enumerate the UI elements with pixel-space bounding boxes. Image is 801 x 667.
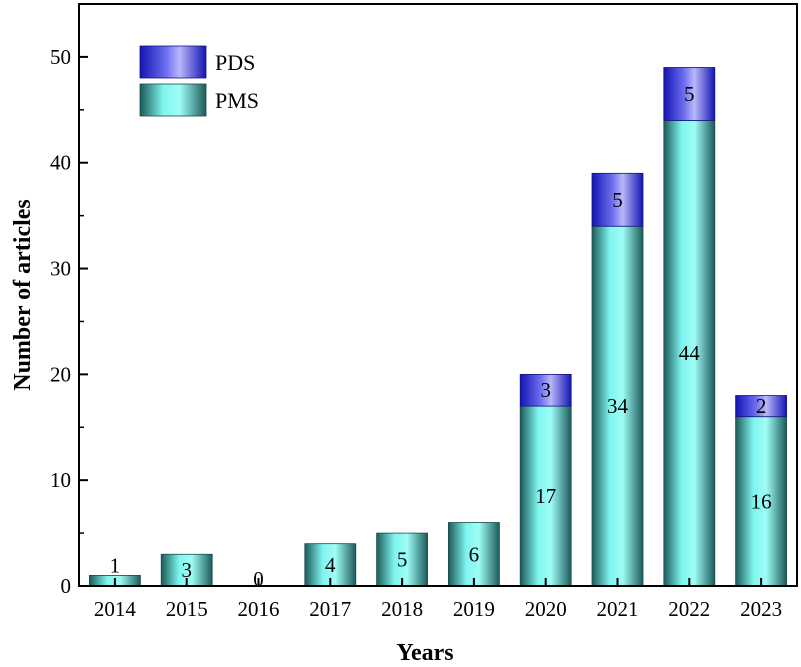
bar-label-pds-2022: 5 — [684, 82, 695, 106]
plot-frame — [78, 3, 798, 587]
x-axis: 2014 2015 2016 2017 2018 2019 2020 2021 2022 2023 — [94, 578, 782, 621]
bar-label-pms-2017: 4 — [325, 553, 336, 577]
x-tick-label-2019: 2019 — [453, 597, 495, 621]
x-axis-title: Years — [396, 640, 453, 666]
bar-label-pms-2014: 1 — [110, 553, 121, 577]
bar-label-pms-2015: 3 — [181, 558, 192, 582]
x-tick-label-2015: 2015 — [166, 597, 208, 621]
bar-label-pds-2020: 3 — [540, 378, 551, 402]
bar-label-pms-2023: 16 — [751, 489, 772, 513]
y-tick-label-0: 0 — [61, 574, 72, 598]
legend-swatch-pms — [139, 83, 207, 117]
bar-label-pms-2018: 5 — [397, 548, 408, 572]
bar-label-pms-2020: 17 — [535, 484, 556, 508]
x-tick-label-2021: 2021 — [597, 597, 639, 621]
bar-pms-2022 — [663, 120, 716, 587]
bars-group — [89, 67, 787, 587]
y-axis-title: Number of articles — [10, 199, 36, 391]
y-tick-label-10: 10 — [50, 468, 71, 492]
bar-pms-2018 — [376, 532, 428, 587]
x-tick-label-2022: 2022 — [668, 597, 710, 621]
bar-pds-2021 — [591, 172, 644, 227]
x-tick-label-2014: 2014 — [94, 597, 137, 621]
bar-pms-2021 — [591, 225, 644, 587]
bar-labels-group: 130456173345445162 — [110, 82, 772, 591]
x-tick-label-2023: 2023 — [740, 597, 782, 621]
bar-label-pms-2019: 6 — [469, 542, 480, 566]
bar-pms-2019 — [448, 522, 500, 587]
x-tick-label-2016: 2016 — [238, 597, 280, 621]
bar-pms-2023 — [735, 416, 787, 587]
x-tick-label-2017: 2017 — [309, 597, 351, 621]
y-tick-label-30: 30 — [50, 257, 71, 281]
y-tick-label-50: 50 — [50, 45, 71, 69]
y-axis: 0 10 20 30 40 50 — [50, 45, 88, 598]
x-tick-label-2020: 2020 — [525, 597, 567, 621]
bar-label-pms-2021: 34 — [607, 394, 629, 418]
bar-pds-2023 — [735, 395, 787, 418]
y-tick-label-40: 40 — [50, 151, 71, 175]
bar-label-pds-2023: 2 — [756, 394, 767, 418]
x-tick-label-2018: 2018 — [381, 597, 423, 621]
bar-pds-2022 — [663, 67, 716, 121]
legend-label-pds: PDS — [215, 50, 255, 75]
legend-swatch-pds — [139, 45, 207, 79]
bar-label-pms-2022: 44 — [679, 341, 701, 365]
legend: PDS PMS — [139, 45, 259, 117]
legend-label-pms: PMS — [215, 88, 259, 113]
y-tick-label-20: 20 — [50, 362, 71, 386]
bar-pds-2020 — [519, 373, 572, 407]
bar-label-pds-2021: 5 — [612, 188, 623, 212]
